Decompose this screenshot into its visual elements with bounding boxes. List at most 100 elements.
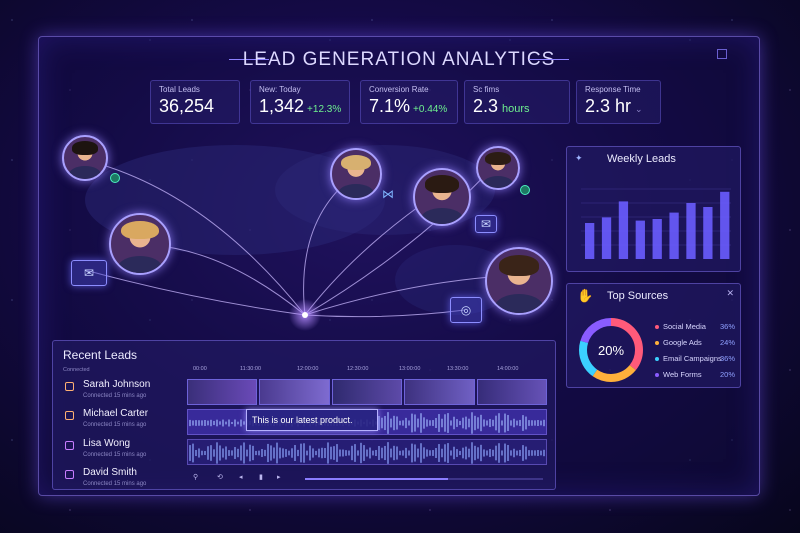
mail-icon[interactable]: ✉: [71, 260, 107, 286]
avatar[interactable]: [413, 168, 471, 226]
audio-track[interactable]: [187, 439, 547, 465]
continent-shape: [395, 245, 515, 315]
kpi-value: 2.3 hours: [473, 96, 530, 116]
title-decoration-right: [529, 59, 569, 60]
source-name: Social Media: [663, 322, 706, 331]
bar[interactable]: [585, 223, 595, 259]
kpi-label: Total Leads: [159, 85, 200, 94]
lead-name: Lisa Wong: [83, 438, 131, 449]
lead-status: Connected 15 mins ago: [83, 452, 147, 458]
title-decoration-left: [229, 59, 269, 60]
top-sources-panel: ✋ Top Sources ✕ 20% Social Media 36% Goog…: [566, 283, 741, 388]
weekly-leads-panel: ✦ Weekly Leads: [566, 146, 741, 272]
bar[interactable]: [686, 203, 696, 259]
bar[interactable]: [618, 201, 629, 259]
avatar[interactable]: [485, 247, 553, 315]
bar[interactable]: [635, 220, 645, 259]
kpi-delta: +0.44%: [413, 104, 448, 115]
lead-icon: [65, 470, 74, 479]
video-thumbnail[interactable]: [404, 379, 475, 405]
timeline-tick: 12:30:00: [347, 366, 369, 372]
kpi-total-leads[interactable]: Total Leads 36,254: [150, 80, 240, 124]
kpi-unit: hours: [502, 103, 530, 115]
source-pct: 24%: [719, 338, 735, 347]
target-icon[interactable]: [110, 173, 120, 183]
lead-network-map: ✉ ✉ ◎ ⋈: [55, 130, 560, 340]
kpi-label: Sc fims: [473, 85, 500, 94]
person-icon[interactable]: ⚲: [193, 474, 199, 481]
window-menu-icon[interactable]: [717, 49, 727, 59]
recent-leads-panel: Recent Leads Connected Sarah Johnson Con…: [52, 340, 556, 490]
lead-name: Sarah Johnson: [83, 379, 151, 390]
playback-controls: ⚲ ⟲ ◂ ▮ ▸: [187, 471, 547, 485]
kpi-label: Response Time: [585, 85, 641, 94]
source-row[interactable]: Email Campaigns 36%: [655, 354, 735, 363]
source-row[interactable]: Web Forms 20%: [655, 370, 735, 379]
close-icon[interactable]: ✕: [726, 288, 734, 298]
kpi-conversion-rate[interactable]: Conversion Rate 7.1% +0.44%: [360, 80, 458, 124]
bar[interactable]: [720, 191, 730, 259]
lead-row[interactable]: Sarah Johnson Connected 15 mins ago: [63, 379, 183, 407]
timeline-tick: 13:30:00: [447, 366, 469, 372]
sources-donut: 20%: [579, 318, 643, 382]
lead-row[interactable]: Lisa Wong Connected 15 mins ago: [63, 438, 183, 466]
kpi-sc-fims[interactable]: Sc fims 2.3 hours: [464, 80, 570, 124]
mic-icon[interactable]: ▮: [259, 474, 263, 481]
donut-segment-google: [579, 318, 643, 382]
timeline-tick: 00:00: [193, 366, 207, 372]
rewind-icon[interactable]: ⟲: [217, 474, 223, 481]
video-thumbnail[interactable]: [331, 379, 403, 405]
video-thumbnail[interactable]: [259, 379, 330, 405]
kpi-value: 1,342 +12.3%: [259, 96, 342, 116]
source-row[interactable]: Google Ads 24%: [655, 338, 735, 347]
video-timeline: 00:00 11:30:00 12:00:00 12:30:00 13:00:0…: [185, 341, 557, 491]
kpi-new-today[interactable]: New: Today 1,342 +12.3%: [250, 80, 350, 124]
mail-icon[interactable]: ✉: [475, 215, 497, 233]
source-name: Google Ads: [663, 338, 702, 347]
lead-name: David Smith: [83, 467, 137, 478]
play-icon[interactable]: ▸: [277, 474, 281, 481]
lead-icon: [65, 411, 74, 420]
video-thumbnail[interactable]: [476, 379, 548, 405]
video-thumbnail[interactable]: [187, 379, 258, 405]
kpi-delta: +12.3%: [307, 104, 342, 115]
video-thumbnail-track[interactable]: [187, 379, 548, 405]
kpi-label: New: Today: [259, 85, 301, 94]
chevron-down-icon[interactable]: ⌄: [635, 104, 643, 114]
lead-status: Connected 15 mins ago: [83, 393, 147, 399]
page-title: LEAD GENERATION ANALYTICS: [242, 49, 556, 70]
lead-row[interactable]: David Smith Connected 15 mins ago: [63, 467, 183, 495]
sparkle-icon: ✦: [575, 153, 583, 163]
source-name: Web Forms: [663, 370, 702, 379]
bar[interactable]: [669, 212, 679, 259]
caption-box[interactable]: This is our latest product.: [246, 409, 378, 431]
lead-status: Connected 15 mins ago: [83, 481, 147, 487]
share-icon[interactable]: ⋈: [382, 187, 394, 201]
lead-row[interactable]: Michael Carter Connected 15 mins ago: [63, 408, 183, 436]
donut-center-label: 20%: [598, 343, 624, 358]
lead-icon: [65, 441, 74, 450]
source-pct: 36%: [719, 322, 735, 331]
weekly-leads-chart: [581, 188, 731, 259]
chat-bubble-icon[interactable]: ◎: [450, 297, 482, 323]
avatar[interactable]: [109, 213, 171, 275]
bar[interactable]: [652, 219, 662, 259]
kpi-response-time[interactable]: Response Time 2.3 hr ⌄: [576, 80, 661, 124]
avatar[interactable]: [476, 146, 520, 190]
avatar[interactable]: [330, 148, 382, 200]
back-icon[interactable]: ◂: [239, 474, 243, 481]
source-row[interactable]: Social Media 36%: [655, 322, 735, 331]
timeline-tick: 14:00:00: [497, 366, 519, 372]
playback-progress[interactable]: [305, 478, 543, 480]
source-pct: 36%: [719, 354, 735, 363]
avatar[interactable]: [62, 135, 108, 181]
panel-title: Weekly Leads: [607, 153, 676, 165]
bar[interactable]: [601, 217, 612, 259]
lead-status: Connected 15 mins ago: [83, 422, 147, 428]
panel-subtitle: Connected: [63, 367, 90, 373]
kpi-value: 7.1% +0.44%: [369, 96, 448, 116]
target-icon[interactable]: [520, 185, 530, 195]
bar[interactable]: [703, 207, 713, 259]
kpi-value: 36,254: [159, 96, 215, 116]
panel-title: Recent Leads: [63, 348, 138, 362]
